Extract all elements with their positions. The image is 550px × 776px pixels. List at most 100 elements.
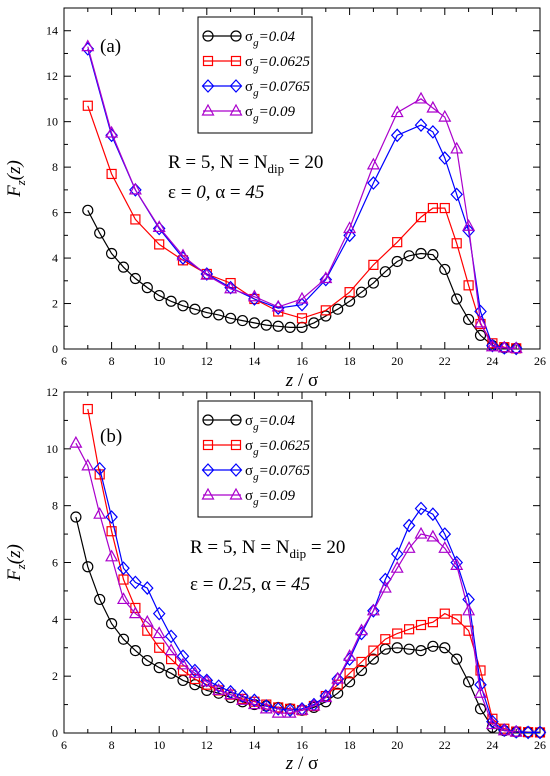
data-point [81,458,95,471]
data-point [105,125,119,138]
legend: σg=0.04 σg=0.0625 σg=0.0765 σg=0.09 [197,16,313,134]
data-point [392,237,403,248]
data-point [426,125,440,139]
y-tick-label: 0 [52,342,58,356]
data-point [391,642,403,654]
data-point [271,701,285,716]
data-point [189,303,201,315]
data-point [224,684,237,699]
data-point [438,109,452,122]
legend-label: σg=0.0625 [245,54,310,74]
data-point [509,724,523,737]
data-point [438,151,452,165]
data-point [177,665,189,676]
data-point [235,693,250,705]
data-point [379,266,391,278]
data-point [200,674,214,687]
data-point [165,295,177,307]
data-point [140,581,154,595]
legend-marker [202,414,214,426]
data-point [451,614,462,625]
data-point [367,176,380,190]
data-point [129,272,141,285]
data-point [462,218,476,231]
data-point [438,527,452,541]
x-tick-label: 6 [61,738,67,752]
data-point [367,277,379,289]
data-point [485,339,499,352]
data-point [426,100,440,113]
x-axis-label: z / σ [285,753,318,774]
legend-marker [202,30,214,42]
x-tick-label: 10 [153,354,165,368]
x-tick-label: 12 [201,354,213,368]
panel-label: (a) [100,36,121,57]
data-point [403,250,415,262]
data-point [117,561,130,576]
data-point [212,683,226,695]
data-point [105,510,118,524]
legend-marker [229,103,243,116]
data-point [82,561,94,573]
legend-label: σg=0.0765 [245,79,310,99]
legend-label: σg=0.04 [245,29,295,49]
data-point [260,319,272,331]
data-point [153,662,165,674]
data-point [200,267,214,280]
y-tick-label: 6 [52,206,58,220]
data-point [462,603,476,616]
data-point [414,501,428,516]
x-tick-label: 12 [201,738,213,752]
legend-entry: σg=0.0625 [202,438,310,458]
data-point [486,714,499,729]
data-point [129,575,142,590]
data-point [368,259,379,270]
data-point [463,313,475,326]
data-point [153,289,165,302]
x-tick-label: 26 [534,738,546,752]
data-point [439,202,450,214]
x-tick-label: 14 [248,738,260,752]
data-point [189,679,201,691]
y-tick-label: 10 [46,115,58,129]
data-point [188,663,202,678]
series-line [87,408,541,733]
data-point [295,703,309,715]
data-point [426,529,440,542]
y-axis-label: Fz(z) [4,160,28,198]
legend-marker [201,79,215,93]
legend-entry: σg=0.09 [201,487,295,508]
data-point [439,608,450,619]
data-point [427,617,438,628]
data-point [165,667,177,679]
legend-marker [201,463,215,477]
data-point [320,305,331,316]
data-point [308,317,320,329]
data-point [213,309,225,321]
data-point [116,592,131,605]
legend-label: σg=0.0625 [245,438,310,458]
data-point [93,506,107,519]
legend-marker [229,79,243,93]
data-point [319,690,333,703]
data-point [106,168,117,180]
data-point [177,300,189,312]
x-tick-label: 16 [296,354,308,368]
data-point [141,654,153,667]
y-tick-label: 2 [52,669,58,683]
panel-label: (b) [100,426,122,447]
data-point [82,100,93,111]
data-point [378,572,392,587]
data-point [81,39,95,52]
x-tick-label: 14 [248,354,260,368]
data-point [414,118,428,132]
x-tick-label: 20 [391,738,403,752]
data-point [248,693,261,708]
data-point [247,289,261,302]
data-point [224,687,238,700]
data-point [415,247,427,260]
data-point [390,560,404,573]
